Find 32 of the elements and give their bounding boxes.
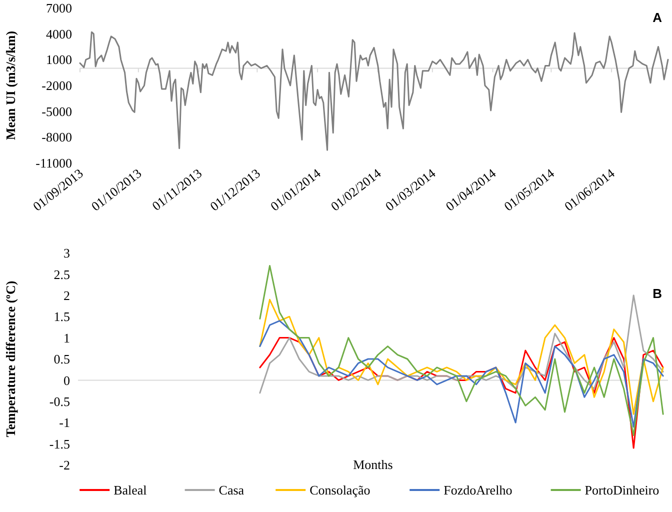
y-tick-label: 0 [64, 372, 70, 388]
y-tick-label: -2000 [42, 78, 72, 94]
legend-label: PortoDinheiro [584, 482, 660, 498]
line-series [259, 298, 664, 415]
text: B [652, 286, 662, 301]
line-series [79, 31, 669, 151]
y-tick-label: -11000 [36, 156, 72, 171]
legend-label: Baleal [114, 482, 148, 498]
y-tick-label: -1.5 [49, 436, 70, 452]
legend-label: Casa [218, 482, 244, 498]
y-axis-title: Mean UI (m3/s/km) [3, 30, 18, 140]
y-tick-label: -2 [59, 458, 70, 473]
y-tick-label: 2.5 [54, 266, 70, 282]
chart-title: A [652, 10, 663, 25]
y-tick-label: -0.5 [49, 394, 70, 409]
y-axis-title: Temperature difference (ºC) [3, 280, 18, 438]
legend-label: FozdoArelho [444, 482, 512, 498]
line-series [259, 264, 664, 436]
y-tick-label: 3 [64, 246, 70, 261]
y-tick-label: -1 [59, 415, 70, 430]
legend-label: Consolação [310, 482, 370, 498]
y-tick-label: -8000 [42, 130, 72, 145]
y-tick-label: 4000 [46, 26, 72, 42]
y-tick-label: 2 [64, 288, 70, 303]
y-tick-label: 1 [64, 330, 70, 346]
y-tick-label: 0.5 [54, 352, 70, 367]
y-tick-label: 7000 [46, 0, 72, 16]
x-axis-title: Months [353, 457, 393, 472]
y-tick-label: 1.5 [54, 309, 70, 324]
y-tick-label: 1000 [46, 52, 72, 68]
y-tick-label: -5000 [42, 104, 72, 119]
line-series [259, 320, 664, 428]
